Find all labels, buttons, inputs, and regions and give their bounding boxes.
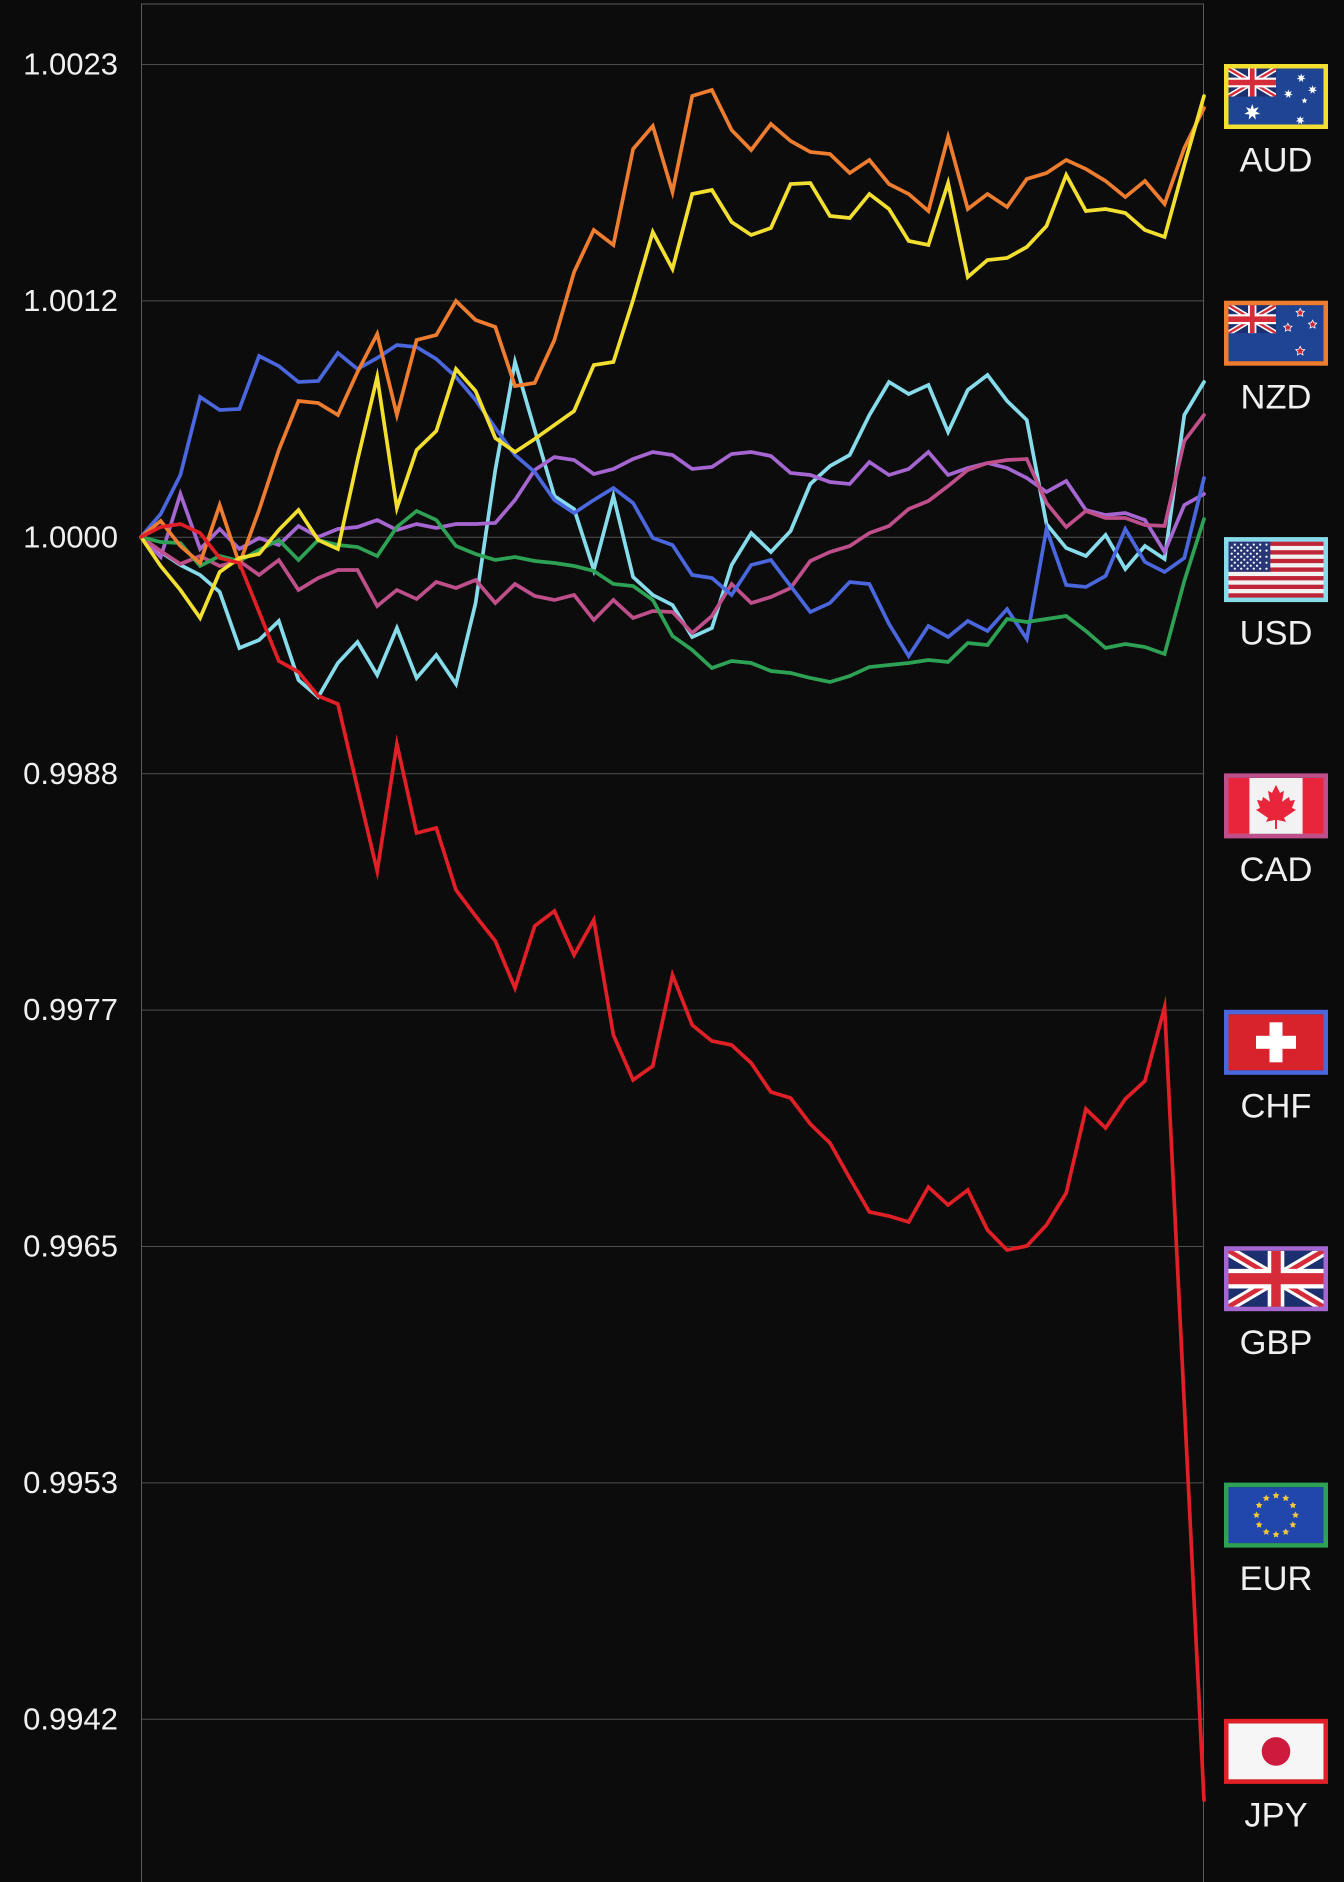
svg-text:0.9977: 0.9977 (23, 992, 118, 1027)
svg-text:AUD: AUD (1240, 142, 1313, 180)
svg-text:1.0023: 1.0023 (23, 47, 118, 82)
svg-text:CHF: CHF (1241, 1087, 1312, 1125)
svg-text:0.9942: 0.9942 (23, 1701, 118, 1736)
svg-text:EUR: EUR (1240, 1560, 1313, 1598)
svg-text:0.9953: 0.9953 (23, 1465, 118, 1500)
svg-text:USD: USD (1240, 615, 1313, 653)
svg-text:0.9965: 0.9965 (23, 1229, 118, 1264)
svg-text:GBP: GBP (1240, 1324, 1313, 1362)
svg-text:JPY: JPY (1244, 1797, 1307, 1835)
svg-text:1.0000: 1.0000 (23, 519, 118, 554)
svg-text:0.9988: 0.9988 (23, 756, 118, 791)
svg-text:1.0012: 1.0012 (23, 283, 118, 318)
svg-text:NZD: NZD (1241, 378, 1312, 416)
svg-text:CAD: CAD (1240, 851, 1313, 889)
